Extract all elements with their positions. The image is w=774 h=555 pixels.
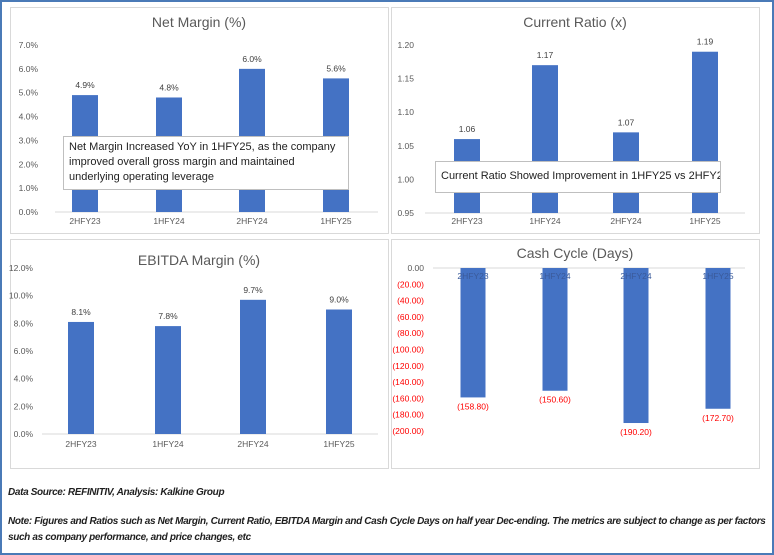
- cash-cycle-bar: [623, 268, 649, 424]
- cash-cycle-ytick: 0.00: [407, 263, 424, 273]
- cash-cycle-ytick: (160.00): [392, 393, 424, 403]
- cash-cycle-x-tick: 1HFY24: [539, 271, 570, 281]
- cash-cycle-ytick: (140.00): [392, 377, 424, 387]
- cash-cycle-data-label: (150.60): [539, 395, 571, 405]
- data-source: Data Source: REFINITIV, Analysis: Kalkin…: [8, 487, 225, 498]
- ebitda-margin-data-label: 9.0%: [329, 295, 349, 305]
- ebitda-margin-bar: [240, 299, 266, 434]
- ebitda-margin-bar: [68, 321, 94, 434]
- cash-cycle-x-tick: 1HFY25: [702, 271, 733, 281]
- note-line-2: such as company performance, and price c…: [8, 532, 251, 543]
- ebitda-margin-ytick: 12.0%: [9, 263, 34, 273]
- current-ratio-ytick: 1.15: [397, 74, 414, 84]
- current-ratio-ytick: 1.10: [397, 107, 414, 117]
- ebitda-margin-data-label: 9.7%: [243, 285, 263, 295]
- current-ratio-title: Current Ratio (x): [523, 14, 626, 30]
- net-margin-x-tick: 2HFY24: [236, 216, 267, 226]
- current-ratio-x-tick: 2HFY23: [451, 216, 482, 226]
- ebitda-margin-ytick: 0.0%: [14, 429, 34, 439]
- net-margin-data-label: 6.0%: [242, 54, 262, 64]
- current-ratio-x-tick: 2HFY24: [610, 216, 641, 226]
- ebitda-margin-x-tick: 2HFY24: [237, 439, 268, 449]
- cash-cycle-ytick: (20.00): [397, 279, 424, 289]
- ebitda-margin-x-tick: 1HFY25: [323, 439, 354, 449]
- ebitda-margin-ytick: 4.0%: [14, 374, 34, 384]
- cash-cycle-ytick: (100.00): [392, 345, 424, 355]
- cash-cycle-ytick: (40.00): [397, 296, 424, 306]
- net-margin-ytick: 2.0%: [19, 159, 39, 169]
- current-ratio-ytick: 1.20: [397, 40, 414, 50]
- ebitda-margin-ytick: 10.0%: [9, 291, 34, 301]
- net-margin-ytick: 0.0%: [19, 207, 39, 217]
- cash-cycle-ytick: (200.00): [392, 426, 424, 436]
- current-ratio-ytick: 0.95: [397, 208, 414, 218]
- net-margin-ytick: 4.0%: [19, 112, 39, 122]
- cash-cycle-ytick: (120.00): [392, 361, 424, 371]
- net-margin-title: Net Margin (%): [152, 14, 246, 30]
- cash-cycle-data-label: (172.70): [702, 413, 734, 423]
- current-ratio-data-label: 1.19: [697, 37, 714, 47]
- current-ratio-x-tick: 1HFY25: [689, 216, 720, 226]
- note-line-1: Note: Figures and Ratios such as Net Mar…: [8, 516, 766, 527]
- cash-cycle-ytick: (60.00): [397, 312, 424, 322]
- cash-cycle-ytick: (80.00): [397, 328, 424, 338]
- net-margin-data-label: 5.6%: [326, 63, 346, 73]
- net-margin-x-tick: 1HFY24: [153, 216, 184, 226]
- current-ratio-annotation: Current Ratio Showed Improvement in 1HFY…: [435, 161, 721, 193]
- cash-cycle-panel: [391, 239, 760, 469]
- current-ratio-ytick: 1.05: [397, 141, 414, 151]
- ebitda-margin-data-label: 7.8%: [158, 311, 178, 321]
- cash-cycle-x-tick: 2HFY23: [457, 271, 488, 281]
- cash-cycle-bar: [542, 268, 568, 391]
- ebitda-margin-data-label: 8.1%: [71, 307, 91, 317]
- cash-cycle-ytick: (180.00): [392, 410, 424, 420]
- net-margin-data-label: 4.9%: [75, 80, 95, 90]
- ebitda-margin-bar: [155, 326, 181, 434]
- cash-cycle-bar: [460, 268, 486, 398]
- net-margin-data-label: 4.8%: [159, 82, 179, 92]
- ebitda-margin-ytick: 8.0%: [14, 318, 34, 328]
- current-ratio-data-label: 1.06: [459, 124, 476, 134]
- ebitda-margin-title: EBITDA Margin (%): [138, 252, 260, 268]
- cash-cycle-data-label: (158.80): [457, 401, 489, 411]
- net-margin-ytick: 1.0%: [19, 183, 39, 193]
- net-margin-annotation: Net Margin Increased YoY in 1HFY25, as t…: [63, 136, 349, 190]
- ebitda-margin-ytick: 6.0%: [14, 346, 34, 356]
- cash-cycle-x-tick: 2HFY24: [620, 271, 651, 281]
- cash-cycle-data-label: (190.20): [620, 427, 652, 437]
- net-margin-ytick: 7.0%: [19, 40, 39, 50]
- ebitda-margin-x-tick: 1HFY24: [152, 439, 183, 449]
- net-margin-x-tick: 2HFY23: [69, 216, 100, 226]
- ebitda-margin-bar: [326, 309, 352, 434]
- current-ratio-data-label: 1.17: [537, 50, 554, 60]
- current-ratio-x-tick: 1HFY24: [529, 216, 560, 226]
- cash-cycle-title: Cash Cycle (Days): [517, 245, 634, 261]
- net-margin-ytick: 5.0%: [19, 88, 39, 98]
- net-margin-ytick: 3.0%: [19, 135, 39, 145]
- current-ratio-data-label: 1.07: [618, 117, 635, 127]
- ebitda-margin-x-tick: 2HFY23: [65, 439, 96, 449]
- ebitda-margin-ytick: 2.0%: [14, 401, 34, 411]
- cash-cycle-bar: [705, 268, 731, 409]
- net-margin-x-tick: 1HFY25: [320, 216, 351, 226]
- net-margin-ytick: 6.0%: [19, 64, 39, 74]
- current-ratio-ytick: 1.00: [397, 174, 414, 184]
